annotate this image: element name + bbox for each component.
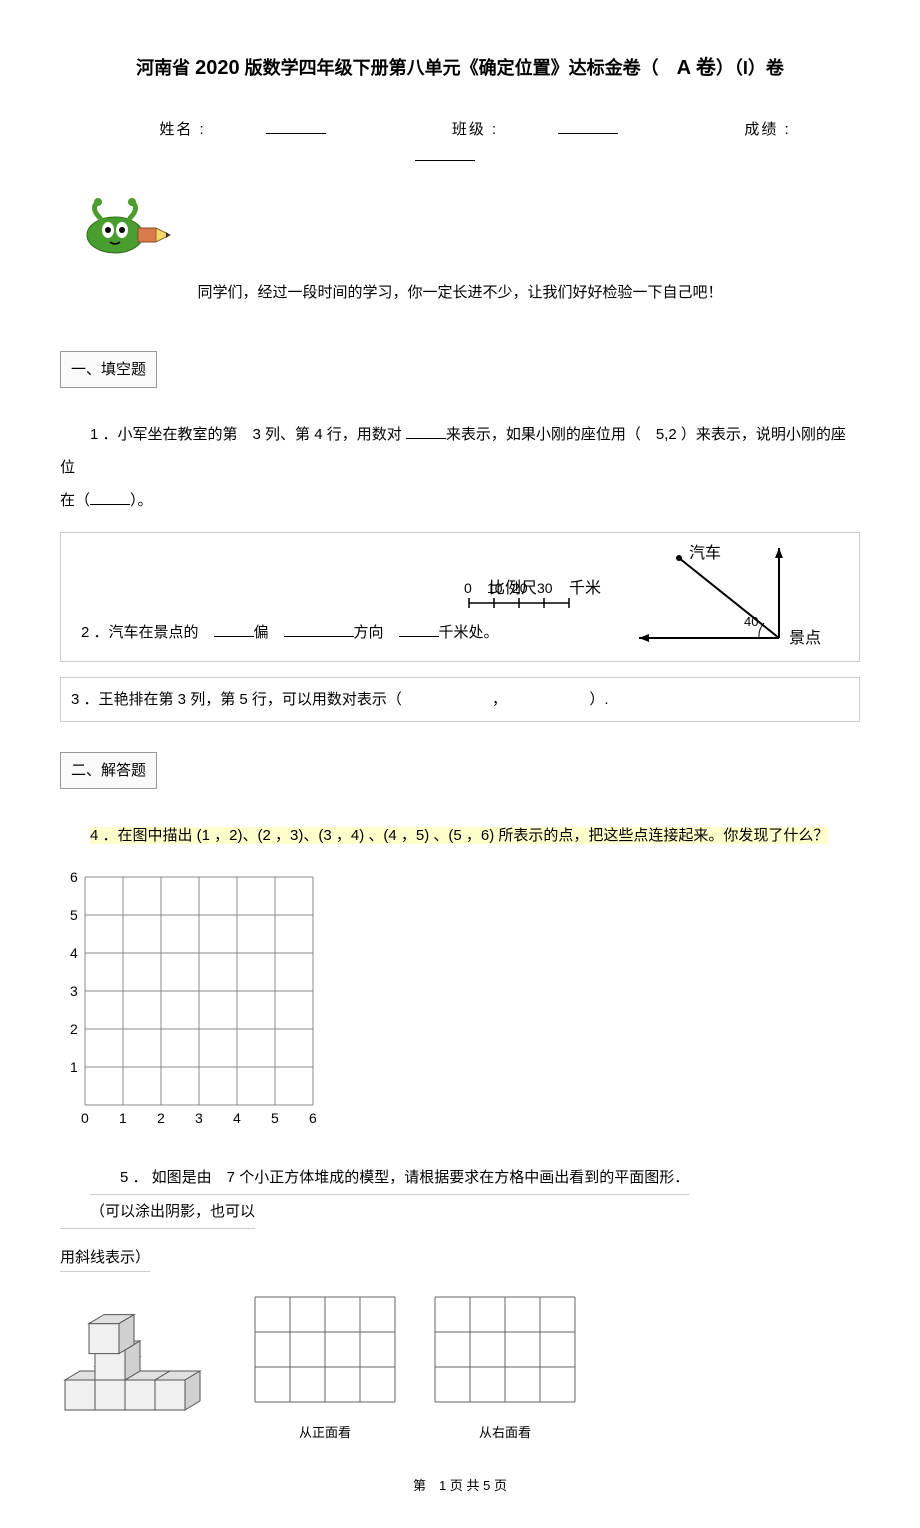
svg-text:3: 3 <box>195 1110 203 1126</box>
question-5: 5 ． 如图是由 7 个小正方体堆成的模型，请根据要求在方格中画出看到的平面图形… <box>60 1161 860 1229</box>
svg-text:0: 0 <box>81 1110 89 1126</box>
title-rest: 版数学四年级下册第八单元《确定位置》达标金卷（ <box>240 58 677 78</box>
svg-text:30: 30 <box>537 580 553 596</box>
q2-blank-1[interactable] <box>214 622 254 637</box>
title-year: 2020 <box>195 57 240 79</box>
svg-text:3: 3 <box>70 983 78 999</box>
svg-text:1: 1 <box>119 1110 127 1126</box>
page-footer: 第 1 页 共 5 页 <box>60 1474 860 1497</box>
title-variant: A 卷 <box>677 57 716 79</box>
svg-text:6: 6 <box>309 1110 317 1126</box>
svg-text:10: 10 <box>487 580 503 596</box>
cube-model <box>60 1295 220 1444</box>
question-3-text: 3 ．王艳排在第 3 列，第 5 行，可以用数对表示（ ， ）. <box>71 691 609 708</box>
q2-diagram: 比例尺 千米 0 10 20 30 汽车 40 景点 <box>459 543 839 672</box>
class-blank[interactable] <box>558 116 618 134</box>
q2-blank-3[interactable] <box>399 622 439 637</box>
title-prefix: 河南省 <box>136 58 195 78</box>
front-view: 从正面看 <box>250 1292 400 1444</box>
q1-blank-1[interactable] <box>406 424 446 439</box>
angle-label: 40 <box>744 614 758 629</box>
score-blank[interactable] <box>415 143 475 161</box>
name-blank[interactable] <box>266 116 326 134</box>
class-field: 班级 : <box>422 121 648 138</box>
q5-figures: 从正面看 从右面看 <box>60 1292 860 1444</box>
question-1: 1 ．小军坐在教室的第 3 列、第 4 行，用数对 来表示，如果小刚的座位用（ … <box>60 418 860 517</box>
svg-text:4: 4 <box>70 945 78 961</box>
right-view: 从右面看 <box>430 1292 580 1444</box>
question-4: 4 ．在图中描出 (1 ，2)、(2 ，3)、(3 ，4) 、(4 ，5) 、(… <box>60 819 860 852</box>
question-2-box: 比例尺 千米 0 10 20 30 汽车 40 景点 2 ．汽车在景点的 偏 方… <box>60 532 860 662</box>
info-row: 姓名 : 班级 : 成绩 : <box>60 116 860 170</box>
svg-text:4: 4 <box>233 1110 241 1126</box>
title-suffix: ）（I）卷 <box>716 58 784 78</box>
svg-text:2: 2 <box>70 1021 78 1037</box>
svg-text:5: 5 <box>271 1110 279 1126</box>
right-label: 从右面看 <box>430 1421 580 1444</box>
q4-grid: 1 2 3 4 5 6 0 1 2 3 4 5 6 <box>60 867 860 1146</box>
svg-text:0: 0 <box>464 580 472 596</box>
svg-text:5: 5 <box>70 907 78 923</box>
intro-text: 同学们，经过一段时间的学习，你一定长进不少，让我们好好检验一下自己吧！ <box>60 279 860 306</box>
name-field: 姓名 : <box>129 121 355 138</box>
q1-blank-2[interactable] <box>90 490 130 505</box>
section-fill: 一、填空题 <box>60 351 157 388</box>
car-label: 汽车 <box>689 544 721 562</box>
q2-blank-2[interactable] <box>284 622 354 637</box>
svg-text:20: 20 <box>512 580 528 596</box>
question-5-line2: 用斜线表示） <box>60 1244 860 1272</box>
svg-text:1: 1 <box>70 1059 78 1075</box>
scale-unit: 千米 <box>569 579 601 597</box>
spot-label: 景点 <box>789 629 821 647</box>
page-title: 河南省 2020 版数学四年级下册第八单元《确定位置》达标金卷（ A 卷）（I）… <box>60 50 860 86</box>
question-2-text: 2 ．汽车在景点的 偏 方向 千米处。 <box>81 619 499 646</box>
pencil-icon <box>80 190 860 269</box>
section-answer: 二、解答题 <box>60 752 157 789</box>
svg-text:2: 2 <box>157 1110 165 1126</box>
front-label: 从正面看 <box>250 1421 400 1444</box>
svg-text:6: 6 <box>70 869 78 885</box>
question-3-box: 3 ．王艳排在第 3 列，第 5 行，可以用数对表示（ ， ）. <box>60 677 860 722</box>
